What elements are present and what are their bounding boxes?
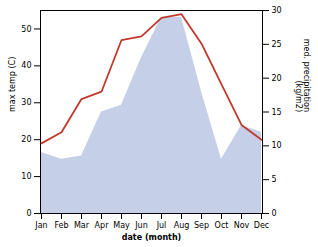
svg-text:Aug: Aug bbox=[174, 221, 190, 230]
svg-text:25: 25 bbox=[272, 40, 282, 49]
svg-text:0: 0 bbox=[272, 209, 277, 218]
svg-text:Apr: Apr bbox=[95, 221, 110, 230]
svg-text:med. precipitation(kg/m2): med. precipitation(kg/m2) bbox=[294, 39, 311, 112]
svg-text:Feb: Feb bbox=[54, 221, 68, 230]
svg-text:20: 20 bbox=[21, 135, 31, 144]
svg-text:Dec: Dec bbox=[254, 221, 269, 230]
svg-text:30: 30 bbox=[21, 98, 31, 107]
svg-text:Mar: Mar bbox=[74, 221, 90, 230]
svg-text:5: 5 bbox=[272, 175, 277, 184]
svg-text:40: 40 bbox=[21, 61, 31, 70]
svg-text:Jul: Jul bbox=[156, 221, 167, 230]
svg-text:Jan: Jan bbox=[34, 221, 47, 230]
svg-text:10: 10 bbox=[272, 141, 282, 150]
svg-text:Nov: Nov bbox=[234, 221, 250, 230]
svg-text:Sep: Sep bbox=[194, 221, 209, 230]
svg-text:15: 15 bbox=[272, 108, 282, 117]
svg-text:30: 30 bbox=[272, 6, 282, 15]
svg-text:max temp (C): max temp (C) bbox=[8, 57, 17, 112]
svg-text:date (month): date (month) bbox=[122, 233, 182, 242]
svg-text:50: 50 bbox=[21, 25, 31, 34]
svg-text:20: 20 bbox=[272, 74, 282, 83]
svg-text:Jun: Jun bbox=[134, 221, 148, 230]
svg-text:10: 10 bbox=[21, 172, 31, 181]
svg-text:Oct: Oct bbox=[215, 221, 229, 230]
svg-text:May: May bbox=[113, 221, 130, 230]
svg-text:0: 0 bbox=[26, 209, 31, 218]
